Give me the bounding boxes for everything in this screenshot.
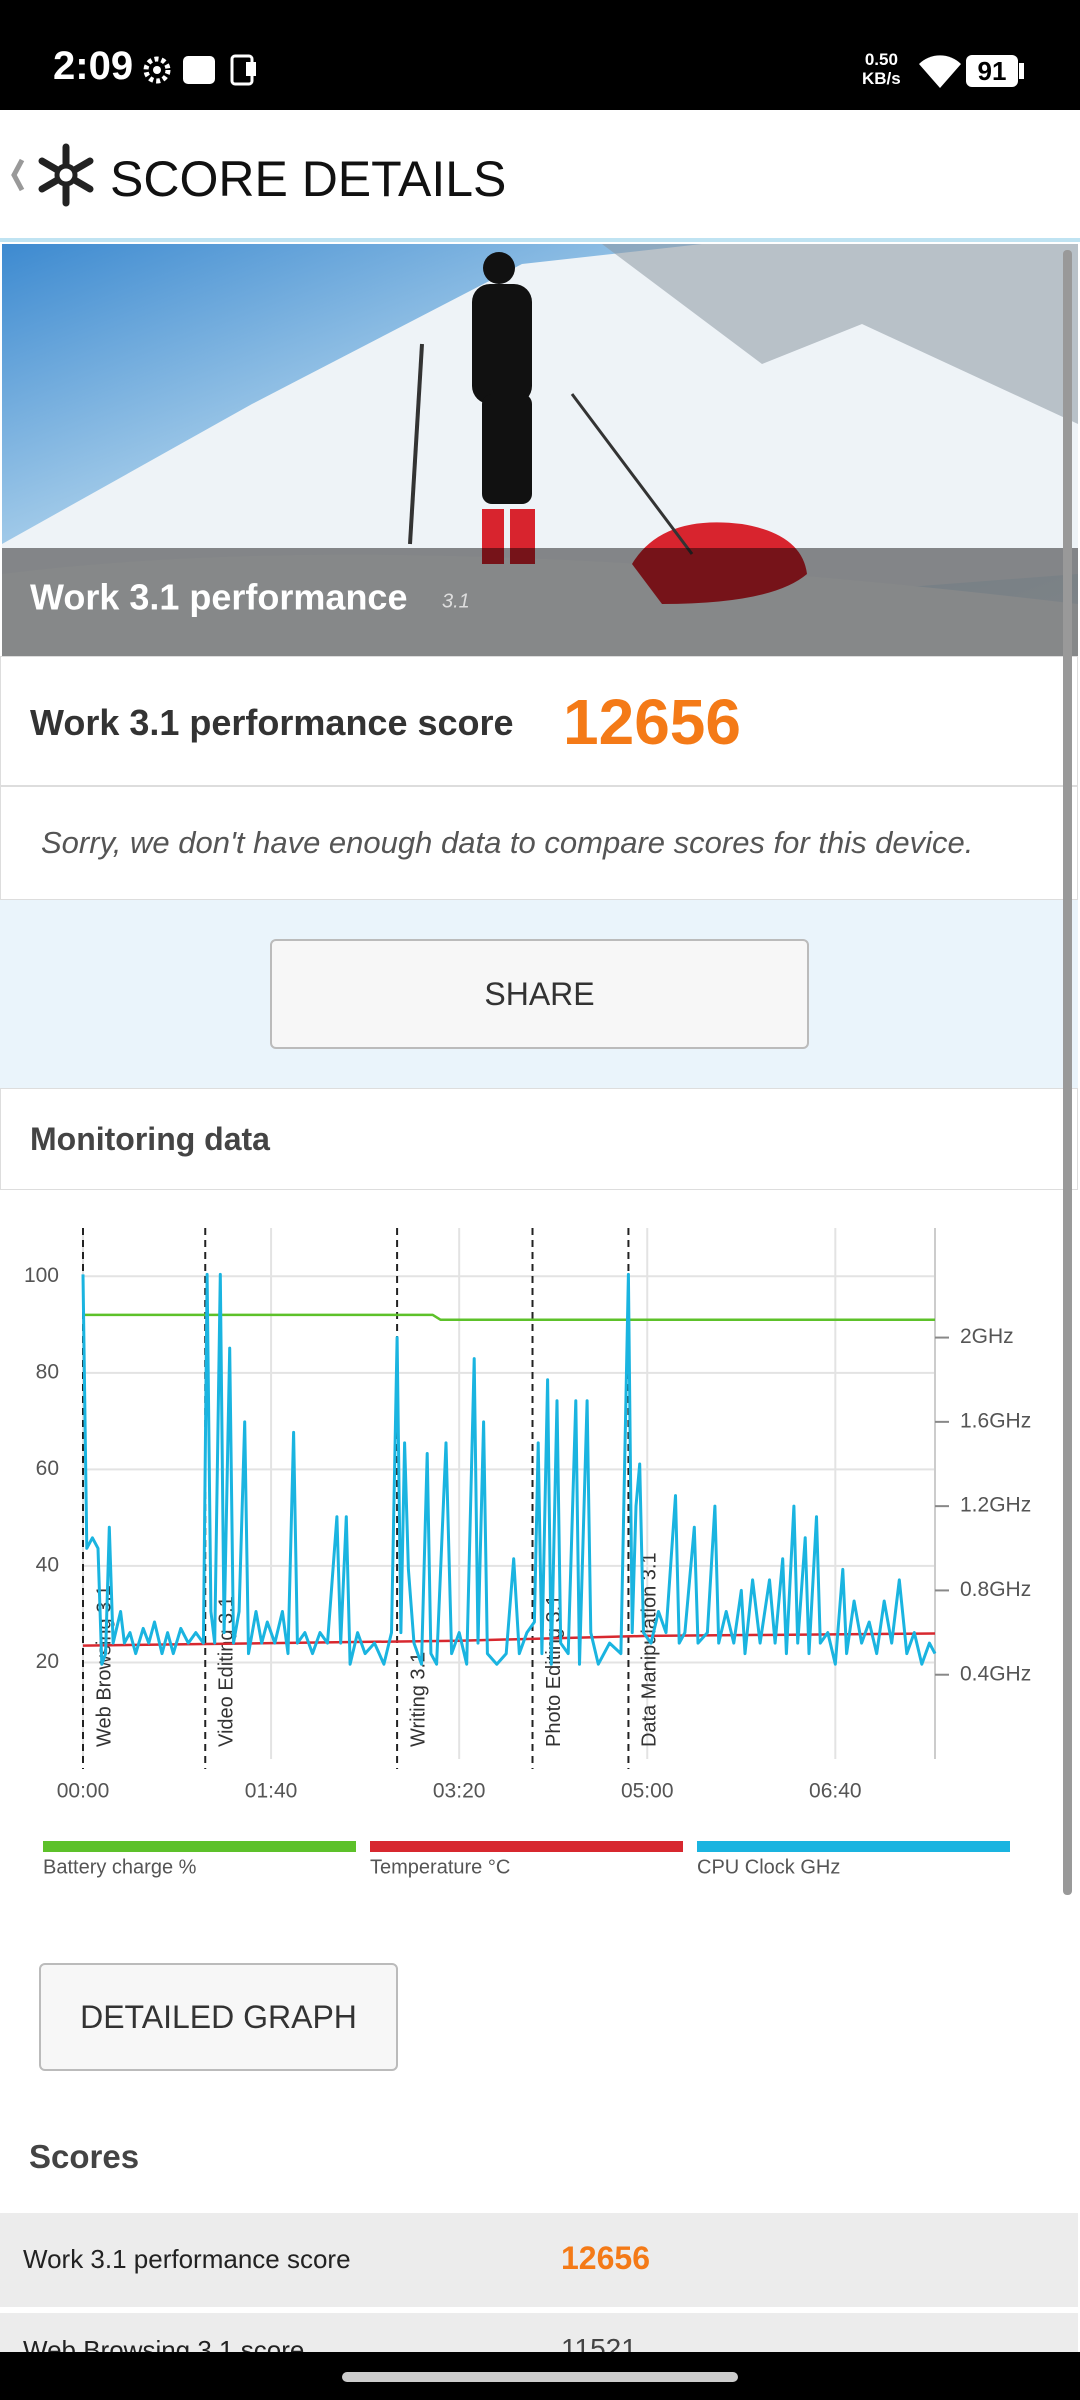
scores-title: Scores [29,2138,140,2175]
score-table-row: Work 3.1 performance score 12656 [0,2213,1078,2307]
x-tick-label: 00:00 [57,1780,110,1803]
banner-title: Work 3.1 performance [30,577,407,618]
y-tick-label: 100 [24,1264,59,1287]
status-bar: 2:09 0.50 KB/s 91 [0,0,1080,110]
series-line [81,1272,937,1666]
page-title: SCORE DETAILS [110,151,507,207]
note-row: Sorry, we don't have enough data to comp… [0,786,1078,900]
battery-tip [1019,63,1024,79]
x-tick-label: 05:00 [621,1780,674,1803]
score-row: Work 3.1 performance score 12656 [0,656,1078,786]
status-icons [143,54,256,86]
legend-swatch [370,1841,683,1852]
battery: 91 [966,55,1018,87]
share-area: SHARE [0,900,1078,1088]
banner-version: 3.1 [442,590,470,612]
section-label: Web Browsing 3.1 [93,1585,115,1747]
score-value: 12656 [563,686,741,758]
legend-label: CPU Clock GHz [697,1856,840,1878]
speed-unit: KB/s [862,69,901,88]
monitoring-title: Monitoring data [30,1121,270,1157]
home-indicator[interactable] [342,2372,738,2382]
x-tick-label: 03:20 [433,1780,486,1803]
y-tick-label: 60 [36,1457,59,1480]
x-tick-label: 06:40 [809,1780,862,1803]
share-button[interactable]: SHARE [270,939,809,1049]
row-label: Web Browsing 3.1 score [23,2335,305,2353]
scrollbar [1063,250,1072,1895]
detailed-graph-button[interactable]: DETAILED GRAPH [39,1963,398,2071]
y2-tick-label: 2GHz [960,1325,1014,1348]
y2-tick-label: 1.2GHz [960,1494,1031,1517]
score-label: Work 3.1 performance score [30,702,514,743]
legend-label: Battery charge % [43,1856,197,1878]
net-speed: 0.50 KB/s [862,50,901,88]
legend-label: Temperature °C [370,1856,510,1878]
row-value: 11521 [561,2333,637,2353]
monitoring-header: Monitoring data [0,1088,1078,1190]
back-logo[interactable] [8,140,108,210]
series-line [83,1313,935,1321]
row-label: Work 3.1 performance score [23,2244,351,2274]
y2-tick-label: 0.8GHz [960,1578,1031,1601]
nav-bar [0,2352,1080,2400]
legend-swatch [43,1841,356,1852]
y2-tick-label: 1.6GHz [960,1409,1031,1432]
y-tick-label: 80 [36,1360,59,1383]
y-tick-label: 40 [36,1553,59,1576]
clock: 2:09 [53,44,134,88]
speed: 0.50 [864,50,898,69]
y2-tick-label: 0.4GHz [960,1662,1031,1685]
section-label: Writing 3.1 [407,1652,429,1747]
app-bar: SCORE DETAILS [0,110,1080,242]
note: Sorry, we don't have enough data to comp… [41,825,974,860]
y-tick-label: 20 [36,1650,59,1673]
legend-swatch [697,1841,1010,1852]
wifi-icon [919,55,961,88]
row-value: 12656 [561,2240,650,2276]
banner: Work 3.1 performance 3.1 [2,244,1078,656]
chart: 20 40 60 80 100 00:00 01:40 03:20 05:00 06:40 0.4G… [24,1228,1031,1878]
score-table-row: Web Browsing 3.1 score 11521 [0,2313,1078,2353]
x-tick-label: 01:40 [245,1780,298,1803]
